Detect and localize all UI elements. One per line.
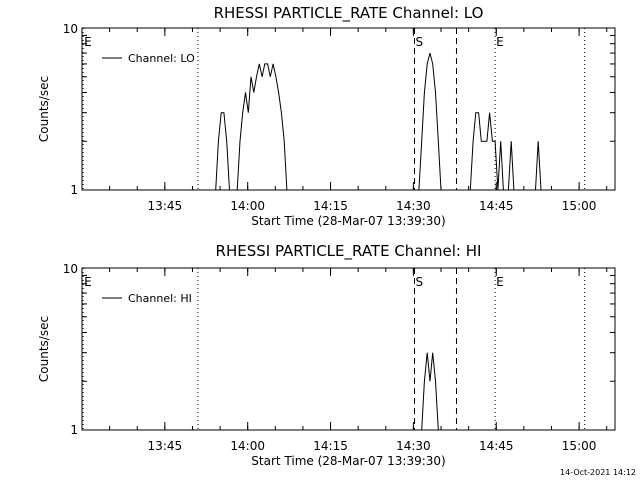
x-tick-label: 15:00 bbox=[562, 199, 597, 213]
x-axis-label: Start Time (28-Mar-07 13:39:30) bbox=[251, 454, 445, 468]
x-tick-label: 14:45 bbox=[479, 199, 514, 213]
y-axis-label: Counts/sec bbox=[37, 76, 51, 142]
series-line-segment bbox=[421, 352, 439, 431]
series-line-segment bbox=[418, 52, 442, 191]
event-marker-label: S bbox=[416, 35, 424, 49]
series-line-segment bbox=[535, 141, 542, 191]
x-tick-label: 14:30 bbox=[396, 199, 431, 213]
x-tick-label: 14:45 bbox=[479, 439, 514, 453]
x-tick-label: 14:15 bbox=[313, 439, 348, 453]
legend-label: Channel: HI bbox=[128, 292, 192, 305]
chart-title: RHESSI PARTICLE_RATE Channel: HI bbox=[216, 242, 482, 261]
y-axis-label: Counts/sec bbox=[37, 316, 51, 382]
series-line-segment bbox=[196, 112, 230, 191]
y-tick-label: 10 bbox=[63, 22, 78, 36]
plot-frame bbox=[81, 27, 616, 191]
x-axis-label: Start Time (28-Mar-07 13:39:30) bbox=[251, 214, 445, 228]
series-line-segment bbox=[236, 63, 290, 191]
x-tick-label: 13:45 bbox=[148, 199, 183, 213]
x-tick-label: 15:00 bbox=[562, 439, 597, 453]
series-line-segment bbox=[469, 112, 504, 191]
plot-timestamp: 14-Oct-2021 14:12 bbox=[560, 468, 636, 477]
y-tick-label: 10 bbox=[63, 262, 78, 276]
x-tick-label: 14:00 bbox=[230, 199, 265, 213]
x-tick-label: 14:00 bbox=[230, 439, 265, 453]
event-marker-label: E bbox=[496, 35, 504, 49]
panel-hi: RHESSI PARTICLE_RATE Channel: HI Counts/s… bbox=[37, 242, 616, 468]
x-tick-label: 13:45 bbox=[148, 439, 183, 453]
panel-lo: RHESSI PARTICLE_RATE Channel: LO Counts/s… bbox=[37, 4, 616, 228]
legend-label: Channel: LO bbox=[128, 52, 195, 65]
x-tick-label: 14:15 bbox=[313, 199, 348, 213]
x-tick-label: 14:30 bbox=[396, 439, 431, 453]
event-marker-label: E bbox=[84, 35, 92, 49]
y-tick-label: 1 bbox=[70, 423, 78, 437]
event-marker-label: E bbox=[496, 275, 504, 289]
chart-title: RHESSI PARTICLE_RATE Channel: LO bbox=[214, 4, 484, 23]
event-marker-label: E bbox=[84, 275, 92, 289]
y-tick-label: 1 bbox=[70, 183, 78, 197]
series-line-segment bbox=[507, 141, 515, 191]
event-marker-label: S bbox=[416, 275, 424, 289]
plot-frame bbox=[81, 267, 616, 431]
